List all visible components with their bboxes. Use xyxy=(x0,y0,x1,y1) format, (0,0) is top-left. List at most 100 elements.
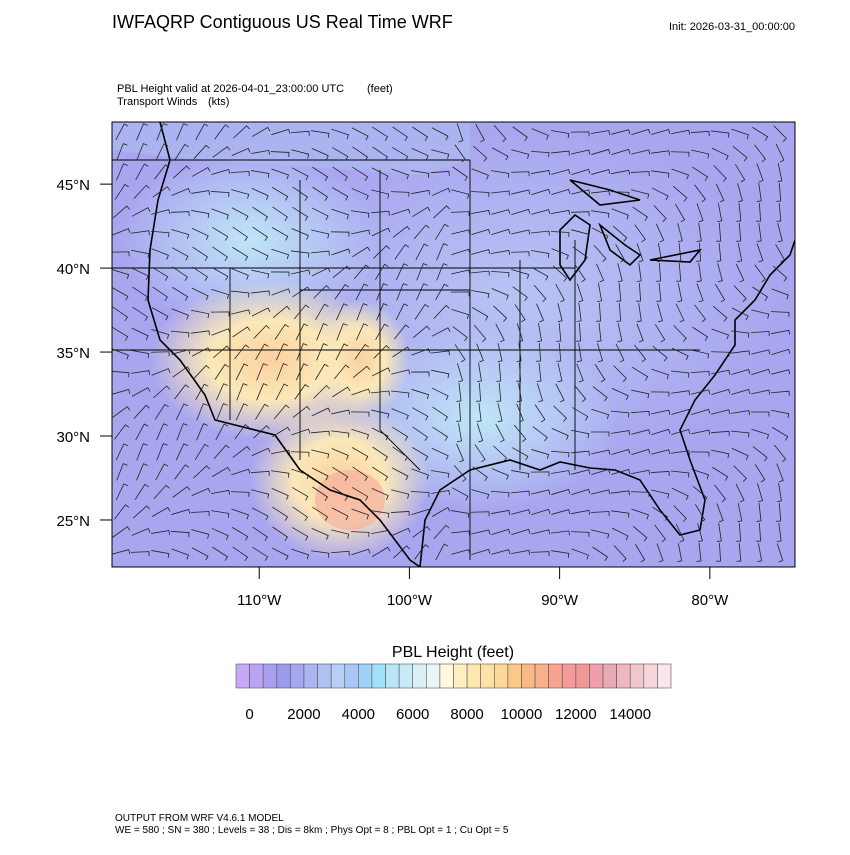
wind-barb xyxy=(691,389,711,395)
wind-barb xyxy=(751,389,771,395)
wind-barb xyxy=(676,262,682,282)
wind-barb xyxy=(371,167,389,181)
colorbar-label: 14000 xyxy=(609,706,651,723)
wind-barb xyxy=(391,168,410,180)
wind-barb xyxy=(511,447,529,461)
wind-barb xyxy=(271,470,290,478)
wind-barb xyxy=(670,151,690,157)
colorbar-box xyxy=(616,663,631,689)
wind-barb xyxy=(430,170,450,176)
wind-barb xyxy=(272,187,289,201)
wind-barb xyxy=(652,346,668,362)
wind-barb xyxy=(551,509,571,515)
wind-barb xyxy=(694,184,706,203)
wind-barb xyxy=(272,426,291,438)
wind-barb xyxy=(671,347,689,361)
wind-barb xyxy=(335,303,348,321)
wind-barb xyxy=(531,250,550,258)
wind-barb xyxy=(130,551,150,557)
wind-barb xyxy=(153,385,171,399)
wind-barb xyxy=(290,451,310,457)
colorbar-box xyxy=(276,663,291,689)
wind-barb xyxy=(751,349,771,355)
wind-barb xyxy=(391,467,409,481)
wind-barb xyxy=(750,411,770,417)
wind-barb xyxy=(373,245,390,259)
wind-barb xyxy=(171,548,189,560)
wind-barb xyxy=(352,365,371,379)
wind-barb xyxy=(271,168,289,180)
wind-barb xyxy=(270,271,290,277)
wind-barb xyxy=(576,283,584,303)
wind-barb xyxy=(230,171,250,177)
wind-barb xyxy=(354,344,370,360)
wind-barb xyxy=(671,450,690,456)
wind-barb xyxy=(691,468,710,480)
wind-barb xyxy=(334,284,350,300)
wind-barb xyxy=(214,124,230,140)
wind-barb xyxy=(352,166,369,181)
wind-barb xyxy=(651,187,669,201)
wind-barb xyxy=(350,531,370,537)
wind-barb xyxy=(151,248,169,260)
wind-barb xyxy=(172,266,188,282)
wind-barb xyxy=(193,144,210,159)
wind-barb xyxy=(597,343,604,363)
wind-barb xyxy=(174,143,189,160)
wind-barb xyxy=(271,449,291,455)
wind-barb xyxy=(330,231,350,237)
wind-barb xyxy=(291,250,310,258)
wind-barb xyxy=(651,368,670,380)
wind-barb xyxy=(495,423,505,443)
wind-barb xyxy=(390,511,410,516)
wind-barb xyxy=(412,426,428,442)
lat-label: 40°N xyxy=(56,261,90,278)
wind-barb xyxy=(715,284,726,303)
wind-barb xyxy=(516,383,522,403)
wind-barb xyxy=(331,430,350,438)
wind-barb xyxy=(234,344,250,360)
wind-barb xyxy=(731,369,751,375)
wind-barb xyxy=(171,508,191,515)
field-units: (feet) xyxy=(367,83,393,95)
wind-barb xyxy=(392,225,411,238)
wind-barb xyxy=(471,548,491,556)
wind-units: (kts) xyxy=(208,96,229,108)
wind-barb xyxy=(316,323,328,341)
colorbar-box xyxy=(602,663,617,689)
colorbar-box xyxy=(249,663,264,689)
wind-barb xyxy=(593,245,607,263)
wind-barb xyxy=(390,191,410,197)
wind-barb xyxy=(231,268,249,280)
wind-barb xyxy=(476,403,482,422)
wind-barb xyxy=(431,490,451,496)
wind-barb xyxy=(556,342,562,362)
wind-barb xyxy=(410,371,430,377)
colorbar-box xyxy=(534,663,549,689)
wind-barb xyxy=(671,168,689,180)
wind-barb xyxy=(371,487,389,500)
wind-barb xyxy=(330,550,350,556)
wind-barb xyxy=(451,248,471,256)
wind-barb xyxy=(731,307,749,321)
wind-barb xyxy=(170,330,190,338)
wind-barb xyxy=(712,305,728,322)
colorbar-box xyxy=(480,663,495,689)
wind-barb xyxy=(510,251,530,257)
wind-barb xyxy=(272,526,289,541)
wind-barb xyxy=(491,468,509,480)
wind-barb xyxy=(112,287,129,301)
wind-barb xyxy=(151,209,171,215)
colorbar-box xyxy=(330,663,346,689)
wind-barb xyxy=(654,324,666,343)
wind-barb xyxy=(191,309,210,319)
wind-barb xyxy=(175,443,189,461)
wind-barb xyxy=(497,343,503,363)
wind-barb xyxy=(710,351,730,357)
wind-barb xyxy=(131,230,150,236)
wind-barb xyxy=(195,123,209,141)
wind-barb xyxy=(576,343,582,362)
wind-barb xyxy=(351,428,370,440)
wind-barb xyxy=(432,406,449,421)
